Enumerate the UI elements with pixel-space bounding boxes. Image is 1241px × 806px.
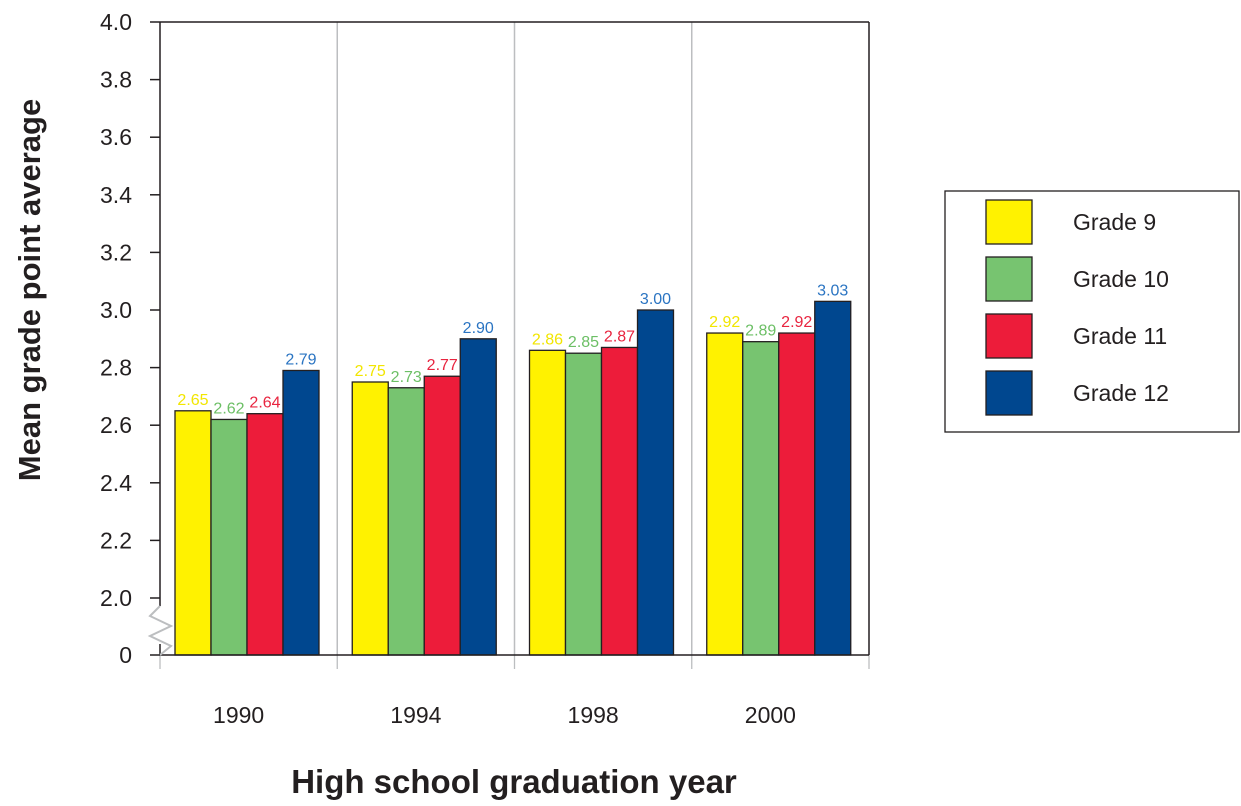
bar bbox=[742, 341, 780, 656]
legend-swatch bbox=[985, 370, 1033, 416]
data-label: 2.92 bbox=[781, 314, 812, 331]
y-tick-label: 2.0 bbox=[100, 585, 132, 611]
y-axis-title: Mean grade point average bbox=[12, 99, 47, 481]
bars bbox=[174, 300, 852, 656]
legend-label: Grade 12 bbox=[1073, 380, 1169, 406]
y-tick-label: 2.4 bbox=[100, 470, 132, 496]
axis-break-icon bbox=[147, 605, 174, 656]
data-label: 3.03 bbox=[817, 282, 848, 299]
y-tick-label: 3.2 bbox=[100, 239, 132, 265]
legend-label: Grade 11 bbox=[1073, 323, 1167, 349]
data-label: 2.65 bbox=[177, 392, 208, 409]
bar bbox=[246, 413, 284, 656]
bar bbox=[174, 410, 212, 656]
data-label: 2.85 bbox=[568, 334, 599, 351]
data-label: 2.89 bbox=[745, 323, 776, 340]
y-tick-label: 3.6 bbox=[100, 124, 132, 150]
legend-swatch bbox=[985, 256, 1033, 302]
bar bbox=[387, 387, 425, 656]
bar bbox=[528, 349, 567, 656]
x-axis-title: High school graduation year bbox=[291, 763, 737, 800]
data-label: 2.86 bbox=[532, 331, 563, 348]
plot-area bbox=[336, 22, 693, 655]
legend-swatch bbox=[985, 313, 1033, 359]
data-labels: 2.65 2.62 2.64 2.79 2.75 2.73 2.77 2.90 2.86 2.85… bbox=[177, 282, 848, 417]
y-tick-label: 3.8 bbox=[100, 67, 132, 93]
data-label: 2.75 bbox=[355, 363, 386, 380]
bar bbox=[636, 309, 675, 656]
bar bbox=[459, 338, 497, 656]
y-tick-label: 3.0 bbox=[100, 297, 132, 323]
x-tick-label: 1994 bbox=[390, 702, 441, 728]
y-tick-label: 4.0 bbox=[100, 9, 132, 35]
bar bbox=[706, 332, 744, 656]
legend: Grade 9 Grade 10 Grade 11 Grade 12 bbox=[944, 190, 1240, 433]
bar bbox=[778, 332, 816, 656]
x-tick-label: 2000 bbox=[745, 702, 796, 728]
x-tick-label: 1990 bbox=[213, 702, 264, 728]
legend-label: Grade 10 bbox=[1073, 266, 1169, 292]
data-label: 2.92 bbox=[709, 314, 740, 331]
y-tick-label: 2.2 bbox=[100, 527, 132, 553]
data-label: 2.77 bbox=[427, 357, 458, 374]
bar bbox=[600, 346, 639, 656]
data-label: 2.79 bbox=[285, 351, 316, 368]
x-tick-label: 1998 bbox=[568, 702, 619, 728]
bar bbox=[423, 375, 461, 656]
y-tick-label: 3.4 bbox=[100, 182, 132, 208]
data-label: 3.00 bbox=[640, 291, 671, 308]
data-label: 2.73 bbox=[391, 369, 422, 386]
data-label: 2.90 bbox=[463, 320, 494, 337]
y-tick-label: 2.6 bbox=[100, 412, 132, 438]
axes: 1990 1994 1998 2000 0 2.0 2.2 2.4 2.6 2.8 3.0 3.2 3.… bbox=[100, 9, 870, 728]
data-label: 2.87 bbox=[604, 328, 635, 345]
legend-swatch bbox=[985, 199, 1033, 245]
bar bbox=[814, 300, 852, 656]
bar bbox=[210, 418, 248, 656]
data-label: 2.62 bbox=[213, 400, 244, 417]
data-label: 2.64 bbox=[249, 395, 280, 412]
y-tick-label: 0 bbox=[119, 642, 132, 668]
bar bbox=[351, 381, 389, 656]
y-tick-label: 2.8 bbox=[100, 355, 132, 381]
bar bbox=[564, 352, 603, 656]
legend-label: Grade 9 bbox=[1073, 209, 1156, 235]
bar bbox=[282, 369, 320, 656]
